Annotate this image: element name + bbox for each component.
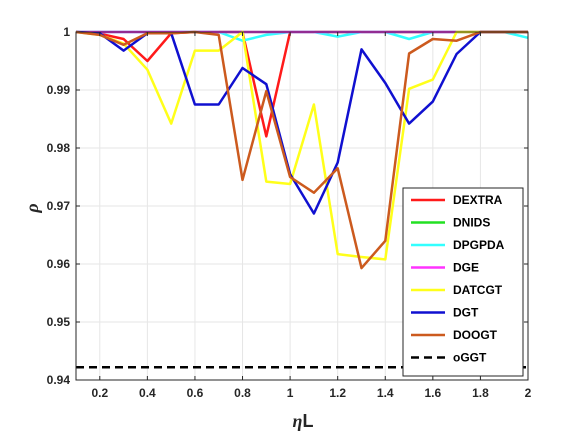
series-line-doogt [75,30,528,270]
x-axis-label: ηL [293,411,314,431]
legend-label-dextra: DEXTRA [453,193,503,207]
x-tick-label: 2 [525,386,532,400]
y-tick-label: 0.96 [47,257,71,271]
legend-box [402,187,524,377]
legend-label-dpgpda: DPGPDA [453,238,505,252]
x-tick-label: 1.8 [472,386,489,400]
x-tick-label: 1.4 [377,386,394,400]
legend-label-datcgt: DATCGT [453,283,503,297]
legend-label-dge: DGE [453,261,479,275]
y-tick-label: 0.98 [47,141,71,155]
x-tick-label: 0.4 [139,386,156,400]
axis-ticks: 0.2 0.4 0.6 0.8 1 1.2 1.4 1.6 1.8 2 0.94 0.95 0.96 0.… [47,25,532,400]
legend-label-doogt: DOOGT [453,328,498,342]
y-tick-label: 0.99 [47,83,71,97]
x-tick-label: 1 [287,386,294,400]
legend: DEXTRA DNIDS DPGPDA DGE DATCGT DGT DOOGT oGGT [402,187,524,377]
x-axis-label-suffix: L [302,411,313,431]
legend-label-dnids: DNIDS [453,216,490,230]
x-tick-label: 1.6 [424,386,441,400]
legend-label-oggt: oGGT [453,351,487,365]
y-tick-label: 0.94 [47,373,71,387]
y-tick-label: 0.95 [47,315,71,329]
x-axis-label-symbol: η [293,411,303,431]
y-axis-label: ρ [22,203,42,213]
y-tick-label: 1 [63,25,70,39]
x-tick-label: 0.2 [91,386,108,400]
legend-label-dgt: DGT [453,306,479,320]
y-tick-label: 0.97 [47,199,71,213]
x-tick-label: 0.6 [187,386,204,400]
x-tick-label: 0.8 [234,386,251,400]
x-tick-label: 1.2 [329,386,346,400]
